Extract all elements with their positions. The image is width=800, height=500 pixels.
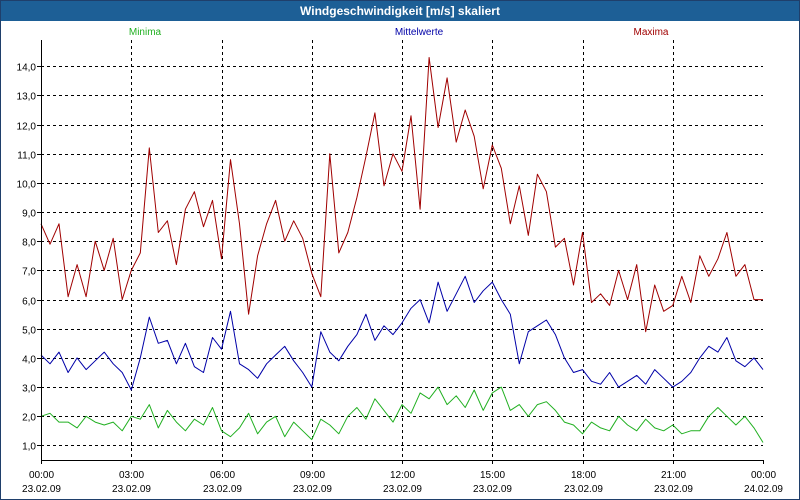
y-tick-label: 6,0 [22, 297, 36, 308]
y-tick-label: 2,0 [22, 413, 36, 424]
x-tick-time-label: 12:00 [390, 470, 415, 481]
y-tick-label: 14,0 [17, 63, 37, 74]
x-tick-time-label: 00:00 [29, 470, 54, 481]
y-tick-label: 10,0 [17, 180, 37, 191]
y-tick-label: 5,0 [22, 326, 36, 337]
x-tick-date-label: 23.02.09 [293, 484, 332, 495]
legend-label-maxima: Maxima [633, 27, 668, 38]
x-tick-time-label: 09:00 [300, 470, 325, 481]
series-line-mittelwerte [40, 275, 764, 391]
series-line-maxima [40, 57, 763, 333]
y-tick-label: 7,0 [22, 267, 36, 278]
y-tick-label: 11,0 [17, 151, 36, 162]
x-tick-date-label: 23.02.09 [654, 484, 693, 495]
axes: 1,0 2,0 3,0 4,0 5,0 6,0 7,0 8,0 9,0 10,0 11,0 12,0 1… [17, 40, 783, 495]
x-tick-time-label: 06:00 [210, 470, 235, 481]
x-tick-date-label: 23.02.09 [22, 484, 61, 495]
wind-speed-chart: 1,0 2,0 3,0 4,0 5,0 6,0 7,0 8,0 9,0 10,0 11,0 12,0 1… [17, 27, 784, 495]
grid [41, 40, 763, 460]
legend: Minima Mittelwerte Maxima [129, 27, 669, 38]
x-tick-date-label: 23.02.09 [473, 484, 512, 495]
x-tick-date-label: 23.02.09 [112, 484, 151, 495]
y-tick-label: 9,0 [22, 209, 36, 220]
y-tick-label: 13,0 [17, 92, 37, 103]
series-group [40, 57, 764, 443]
y-tick-label: 12,0 [17, 122, 37, 133]
x-tick-time-label: 15:00 [480, 470, 505, 481]
window-title: Windgeschwindigkeit [m/s] skaliert [1, 1, 799, 21]
y-tick-label: 4,0 [22, 355, 36, 366]
y-tick-label: 1,0 [22, 442, 36, 453]
x-tick-date-label: 23.02.09 [383, 484, 422, 495]
x-tick-date-label: 24.02.09 [744, 484, 783, 495]
y-tick-label: 3,0 [22, 384, 36, 395]
x-tick-date-label: 23.02.09 [203, 484, 242, 495]
x-tick-date-label: 23.02.09 [564, 484, 603, 495]
x-tick-time-label: 03:00 [119, 470, 144, 481]
legend-label-minima: Minima [129, 27, 162, 38]
x-tick-time-label: 00:00 [751, 470, 776, 481]
legend-label-mittelwerte: Mittelwerte [395, 27, 444, 38]
series-line-minima [40, 386, 764, 443]
x-tick-time-label: 21:00 [661, 470, 686, 481]
y-tick-label: 8,0 [22, 238, 36, 249]
x-tick-time-label: 18:00 [571, 470, 596, 481]
